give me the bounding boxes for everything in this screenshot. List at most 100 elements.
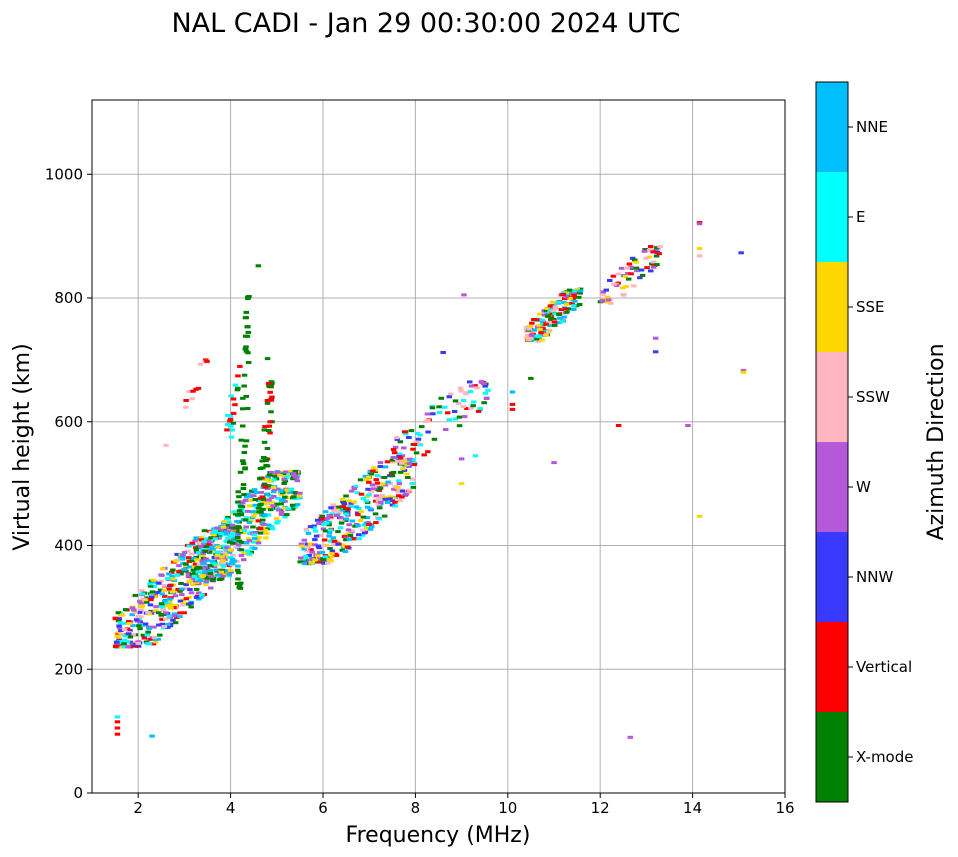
data-point xyxy=(576,295,582,299)
data-point xyxy=(524,334,531,338)
data-point xyxy=(265,381,272,385)
data-point xyxy=(277,473,283,477)
data-point xyxy=(563,295,569,299)
data-point xyxy=(201,540,207,544)
data-point xyxy=(537,312,543,316)
data-point xyxy=(162,599,168,603)
data-point xyxy=(414,431,421,435)
data-point xyxy=(213,568,219,572)
data-point xyxy=(357,478,364,482)
data-point xyxy=(406,436,412,439)
data-point xyxy=(397,440,404,444)
data-point xyxy=(425,450,431,454)
data-point xyxy=(696,254,703,258)
data-point xyxy=(172,604,178,607)
data-point xyxy=(198,544,204,548)
data-point xyxy=(604,295,611,299)
data-point xyxy=(355,511,361,515)
data-point xyxy=(195,570,201,574)
data-point xyxy=(331,539,338,543)
data-point xyxy=(570,296,576,300)
data-point xyxy=(355,524,361,528)
data-point xyxy=(257,531,264,535)
data-point xyxy=(149,590,156,594)
data-point xyxy=(227,419,233,423)
data-point xyxy=(158,579,164,583)
data-point xyxy=(293,492,299,496)
data-point xyxy=(292,505,299,509)
data-point xyxy=(169,590,176,594)
data-point xyxy=(236,495,242,499)
data-point xyxy=(558,308,565,312)
data-point xyxy=(467,380,473,384)
data-point xyxy=(303,556,309,560)
data-point xyxy=(260,518,266,522)
data-point xyxy=(390,448,397,452)
data-point xyxy=(464,407,470,410)
data-point xyxy=(738,251,744,255)
data-point xyxy=(125,632,132,636)
data-point xyxy=(244,516,250,520)
data-point xyxy=(205,542,211,546)
data-point xyxy=(317,533,323,537)
data-point xyxy=(334,540,341,544)
data-point xyxy=(243,349,250,353)
data-point xyxy=(145,611,151,614)
data-point xyxy=(338,516,344,520)
data-point xyxy=(282,506,288,510)
data-point xyxy=(561,315,567,319)
data-point xyxy=(346,499,352,503)
data-point xyxy=(358,492,365,496)
data-point xyxy=(241,531,247,535)
data-point xyxy=(336,505,342,509)
data-point xyxy=(215,529,222,533)
data-point xyxy=(181,611,187,615)
data-point xyxy=(477,407,483,411)
data-point xyxy=(292,470,298,474)
data-point xyxy=(265,476,271,480)
data-point xyxy=(429,406,436,410)
data-point xyxy=(200,552,206,555)
data-point xyxy=(168,583,174,587)
data-point xyxy=(740,368,747,372)
data-point xyxy=(266,498,272,502)
data-point xyxy=(237,470,244,474)
data-point xyxy=(356,533,362,537)
data-point xyxy=(360,533,366,537)
data-point xyxy=(234,568,241,572)
data-point xyxy=(411,463,418,466)
data-point xyxy=(387,497,393,501)
data-point xyxy=(560,292,567,296)
data-point xyxy=(257,503,263,507)
data-point xyxy=(180,603,186,607)
plot-area xyxy=(92,100,785,793)
data-point xyxy=(326,534,333,538)
colorbar-segment xyxy=(816,712,848,802)
data-point xyxy=(410,477,416,481)
data-point xyxy=(183,562,189,566)
data-point xyxy=(263,536,269,540)
data-point xyxy=(243,310,249,314)
data-point xyxy=(225,413,231,417)
data-point xyxy=(335,530,341,534)
data-point xyxy=(565,307,572,311)
data-point xyxy=(245,330,251,334)
data-point xyxy=(411,443,418,446)
data-point xyxy=(240,462,247,466)
data-point xyxy=(189,552,195,556)
data-point xyxy=(528,376,534,380)
data-point xyxy=(267,420,273,424)
data-point xyxy=(407,457,413,461)
data-point xyxy=(401,459,408,463)
data-point xyxy=(292,497,299,501)
data-point xyxy=(396,479,402,483)
data-point xyxy=(270,504,276,508)
data-point xyxy=(552,323,558,327)
data-point xyxy=(152,637,159,641)
data-point xyxy=(188,601,194,605)
data-point xyxy=(192,579,199,583)
data-point xyxy=(396,490,402,494)
data-point xyxy=(399,461,405,465)
data-point xyxy=(264,357,271,361)
data-point xyxy=(195,386,202,390)
